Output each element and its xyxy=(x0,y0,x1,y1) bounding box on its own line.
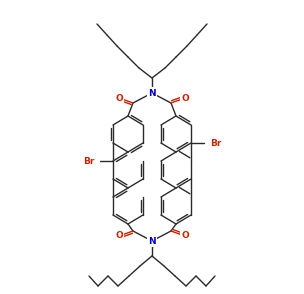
Text: O: O xyxy=(115,93,123,103)
Text: N: N xyxy=(148,88,156,98)
Text: Br: Br xyxy=(210,138,221,148)
Text: O: O xyxy=(181,93,189,103)
Text: O: O xyxy=(115,231,123,240)
Text: N: N xyxy=(148,236,156,245)
Text: O: O xyxy=(181,231,189,240)
Text: Br: Br xyxy=(83,156,94,166)
